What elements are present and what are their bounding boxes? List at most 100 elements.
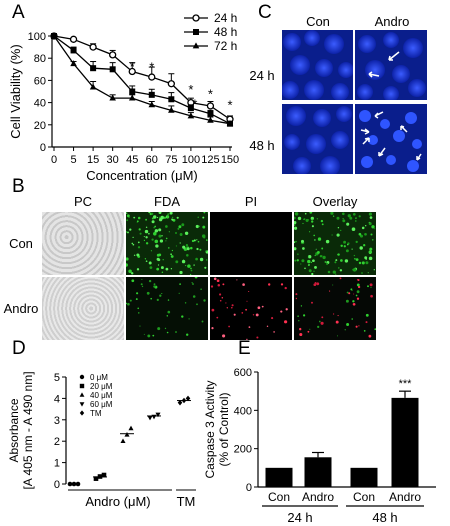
cell-dot — [185, 265, 187, 267]
nuclei-pattern — [359, 110, 422, 172]
cell-dot — [339, 277, 342, 280]
cell-dot — [359, 234, 364, 238]
cell-dot — [300, 305, 303, 307]
cell-dot — [166, 315, 169, 317]
data-point — [226, 120, 234, 127]
cell-dot — [211, 308, 215, 312]
cell-dot — [297, 216, 302, 221]
cell-dot — [200, 288, 202, 290]
cell-dot — [344, 329, 346, 331]
cell-dot — [138, 228, 141, 231]
cell-dot — [299, 332, 303, 337]
cell-dot — [314, 239, 316, 241]
data-point — [71, 481, 77, 487]
data-point — [90, 65, 97, 72]
y-tick-label: 0 — [54, 479, 60, 491]
cell-dot — [165, 240, 167, 242]
cell-dot — [196, 247, 199, 251]
cell-dot — [333, 313, 335, 315]
cell-dot — [280, 283, 284, 286]
cell-dot — [285, 308, 288, 311]
cell-dot — [216, 316, 219, 319]
cell-dot — [126, 212, 128, 214]
nuclei-pattern — [284, 106, 352, 174]
data-point — [67, 481, 73, 487]
cell-dot — [295, 293, 298, 296]
cell-dot — [351, 318, 353, 320]
cell-dot — [314, 254, 316, 257]
cell-dot — [311, 301, 313, 304]
panel-letter-e: E — [238, 338, 251, 359]
cell-dot — [294, 226, 298, 230]
cell-dot — [365, 258, 368, 260]
cell-dot — [202, 225, 206, 229]
cell-dot — [153, 283, 156, 286]
cell-dot — [352, 300, 355, 303]
panel-c-col-andro: Andro — [374, 14, 410, 29]
cell-dot — [222, 334, 226, 338]
pi-red-dots — [210, 277, 288, 340]
cell-dot — [170, 253, 172, 256]
cell-dot — [365, 225, 367, 227]
cell-dot — [188, 318, 190, 320]
cell-dot — [156, 257, 160, 261]
cell-dot — [156, 267, 160, 271]
cell-dot — [266, 325, 269, 328]
cell-dot — [321, 316, 324, 319]
panel-letter-d: D — [12, 338, 26, 359]
legend-label: 24 h — [214, 11, 237, 25]
y-tick-label: 0 — [40, 142, 46, 154]
cell-dot — [361, 226, 365, 230]
cell-dot — [175, 260, 179, 264]
data-point — [148, 73, 156, 81]
cell-dot — [361, 272, 363, 274]
cell-dot — [336, 216, 340, 220]
cell-dot — [314, 265, 317, 269]
y-tick-label: 80 — [34, 53, 46, 65]
cell-dot — [342, 212, 345, 216]
cell-dot — [144, 229, 149, 234]
x-tick-label: 125 — [201, 154, 219, 166]
cell-dot — [136, 220, 139, 223]
data-point — [128, 67, 136, 76]
cell-dot — [171, 249, 174, 252]
cell-dot — [322, 255, 326, 260]
cell-dot — [332, 270, 336, 274]
cell-dot — [268, 283, 271, 286]
cell-dot — [181, 259, 186, 264]
cell-dot — [299, 327, 302, 331]
cell-dot — [316, 218, 319, 220]
y-tick-label: 40 — [34, 98, 46, 110]
cell-dot — [340, 259, 343, 262]
cell-dot — [364, 232, 367, 236]
panel-c-image-andro-24h — [355, 30, 427, 100]
data-point — [168, 96, 175, 103]
cell-dot — [356, 290, 360, 294]
cell-dot — [179, 270, 183, 275]
cell-dot — [141, 278, 143, 280]
cell-dot — [130, 272, 134, 275]
cell-dot — [144, 258, 147, 260]
cell-dot — [355, 294, 358, 297]
data-point — [207, 116, 214, 123]
cell-dot — [242, 283, 245, 286]
cell-dot — [298, 320, 300, 322]
legend-marker — [192, 14, 200, 22]
data-point — [120, 438, 126, 444]
cell-dot — [314, 282, 317, 284]
cell-dot — [252, 314, 255, 316]
cell-dot — [313, 234, 316, 237]
cell-dot — [344, 259, 349, 263]
cell-dot — [308, 219, 310, 221]
panel-c-col-con: Con — [306, 14, 330, 29]
x-tick-label: 30 — [107, 154, 119, 166]
cell-dot — [294, 212, 299, 216]
panel-letter-c: C — [258, 2, 272, 23]
cell-dot — [206, 239, 208, 241]
cell-dot — [132, 243, 135, 246]
cell-dot — [170, 255, 174, 258]
cell-dot — [374, 328, 376, 331]
cell-dot — [248, 326, 251, 328]
cell-dot — [137, 246, 141, 249]
cell-dot — [145, 218, 148, 221]
